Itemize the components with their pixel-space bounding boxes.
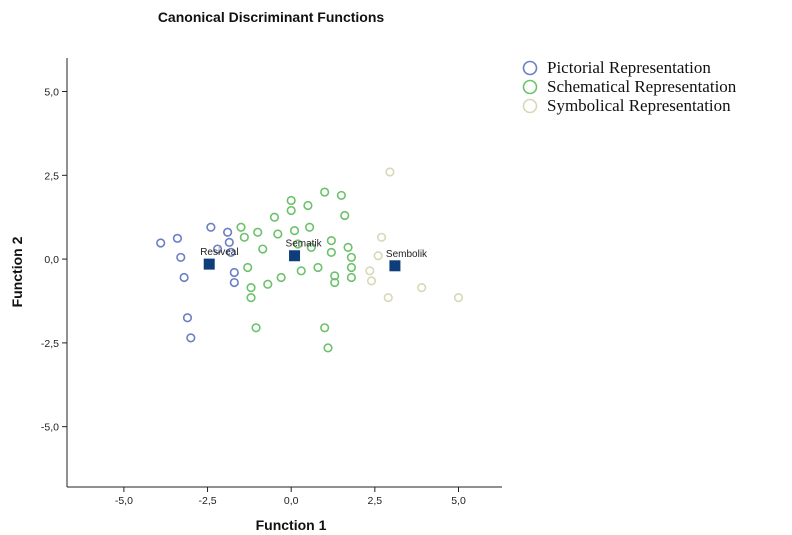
data-point bbox=[269, 212, 280, 222]
data-point bbox=[366, 276, 377, 286]
data-point bbox=[258, 244, 268, 254]
data-point bbox=[223, 227, 233, 237]
data-point bbox=[212, 244, 223, 254]
data-point bbox=[286, 205, 296, 216]
x-ticks: -5,0 -2,5 0,0 2,5 5,0 bbox=[115, 487, 466, 507]
data-point bbox=[376, 232, 387, 242]
data-point bbox=[182, 313, 193, 323]
y-tick-label: 5,0 bbox=[44, 87, 59, 99]
legend-label: Schematical Representation bbox=[547, 77, 737, 96]
data-point bbox=[229, 277, 239, 288]
data-point bbox=[206, 222, 216, 232]
data-point bbox=[385, 167, 395, 177]
legend-marker bbox=[522, 79, 538, 95]
data-point bbox=[229, 267, 239, 278]
data-point bbox=[273, 229, 283, 239]
data-point bbox=[330, 277, 340, 288]
centroid-label: Resiveal bbox=[200, 247, 238, 258]
data-point bbox=[239, 232, 249, 242]
y-axis-title: Function 2 bbox=[9, 236, 25, 307]
data-point bbox=[286, 195, 296, 206]
data-points bbox=[156, 167, 464, 353]
y-tick-label: -2,5 bbox=[41, 338, 59, 350]
data-point bbox=[186, 333, 196, 343]
data-point bbox=[246, 293, 256, 303]
data-point bbox=[253, 227, 263, 237]
data-point bbox=[296, 266, 306, 276]
legend-label: Symbolical Representation bbox=[547, 96, 731, 115]
data-point bbox=[326, 247, 336, 257]
x-tick-label: 5,0 bbox=[451, 495, 466, 507]
data-point bbox=[263, 279, 273, 289]
data-point bbox=[276, 272, 286, 283]
y-tick-label: -5,0 bbox=[41, 422, 59, 434]
centroid-marker bbox=[288, 249, 302, 263]
data-point bbox=[313, 262, 323, 273]
data-point bbox=[320, 323, 330, 333]
chart-title: Canonical Discriminant Functions bbox=[158, 9, 385, 25]
data-point bbox=[346, 252, 357, 263]
centroid-marker bbox=[388, 259, 402, 273]
data-point bbox=[343, 242, 353, 252]
data-point bbox=[336, 190, 346, 201]
data-point bbox=[156, 238, 166, 248]
legend-label: Pictorial Representation bbox=[547, 58, 711, 77]
centroid-label: Sematik bbox=[286, 239, 323, 250]
data-point bbox=[306, 242, 316, 252]
y-tick-label: 2,5 bbox=[44, 170, 59, 182]
data-point bbox=[320, 187, 330, 197]
data-point bbox=[340, 210, 350, 221]
group-centroids: Resiveal Sematik Sembolik bbox=[200, 239, 428, 273]
data-point bbox=[303, 200, 313, 211]
x-tick-label: -5,0 bbox=[115, 495, 133, 507]
centroid-label: Sembolik bbox=[386, 249, 428, 260]
data-point bbox=[453, 293, 464, 303]
data-point bbox=[289, 226, 300, 236]
data-point bbox=[383, 293, 393, 303]
data-point bbox=[304, 222, 315, 232]
data-point bbox=[346, 272, 357, 283]
data-point bbox=[373, 251, 383, 261]
y-tick-label: 0,0 bbox=[44, 254, 59, 266]
x-axis-title: Function 1 bbox=[256, 517, 327, 533]
x-tick-label: 2,5 bbox=[368, 495, 383, 507]
data-point bbox=[293, 239, 303, 249]
data-point bbox=[251, 323, 261, 333]
centroid-marker bbox=[202, 257, 216, 271]
data-point bbox=[246, 282, 256, 293]
data-point bbox=[243, 262, 253, 273]
legend-marker bbox=[522, 98, 538, 114]
legend-marker bbox=[522, 60, 538, 76]
x-tick-label: 0,0 bbox=[284, 495, 299, 507]
data-point bbox=[323, 343, 333, 353]
data-point bbox=[179, 272, 189, 283]
data-point bbox=[326, 236, 336, 246]
data-point bbox=[236, 222, 246, 232]
data-point bbox=[176, 252, 186, 263]
data-point bbox=[224, 237, 234, 247]
x-tick-label: -2,5 bbox=[198, 495, 216, 507]
data-point bbox=[346, 262, 357, 273]
data-point bbox=[226, 247, 236, 257]
data-point bbox=[365, 266, 375, 276]
data-point bbox=[172, 233, 183, 243]
data-point bbox=[417, 282, 427, 293]
y-ticks: 5,0 2,5 0,0 -2,5 -5,0 bbox=[41, 87, 67, 434]
data-point bbox=[330, 271, 340, 281]
